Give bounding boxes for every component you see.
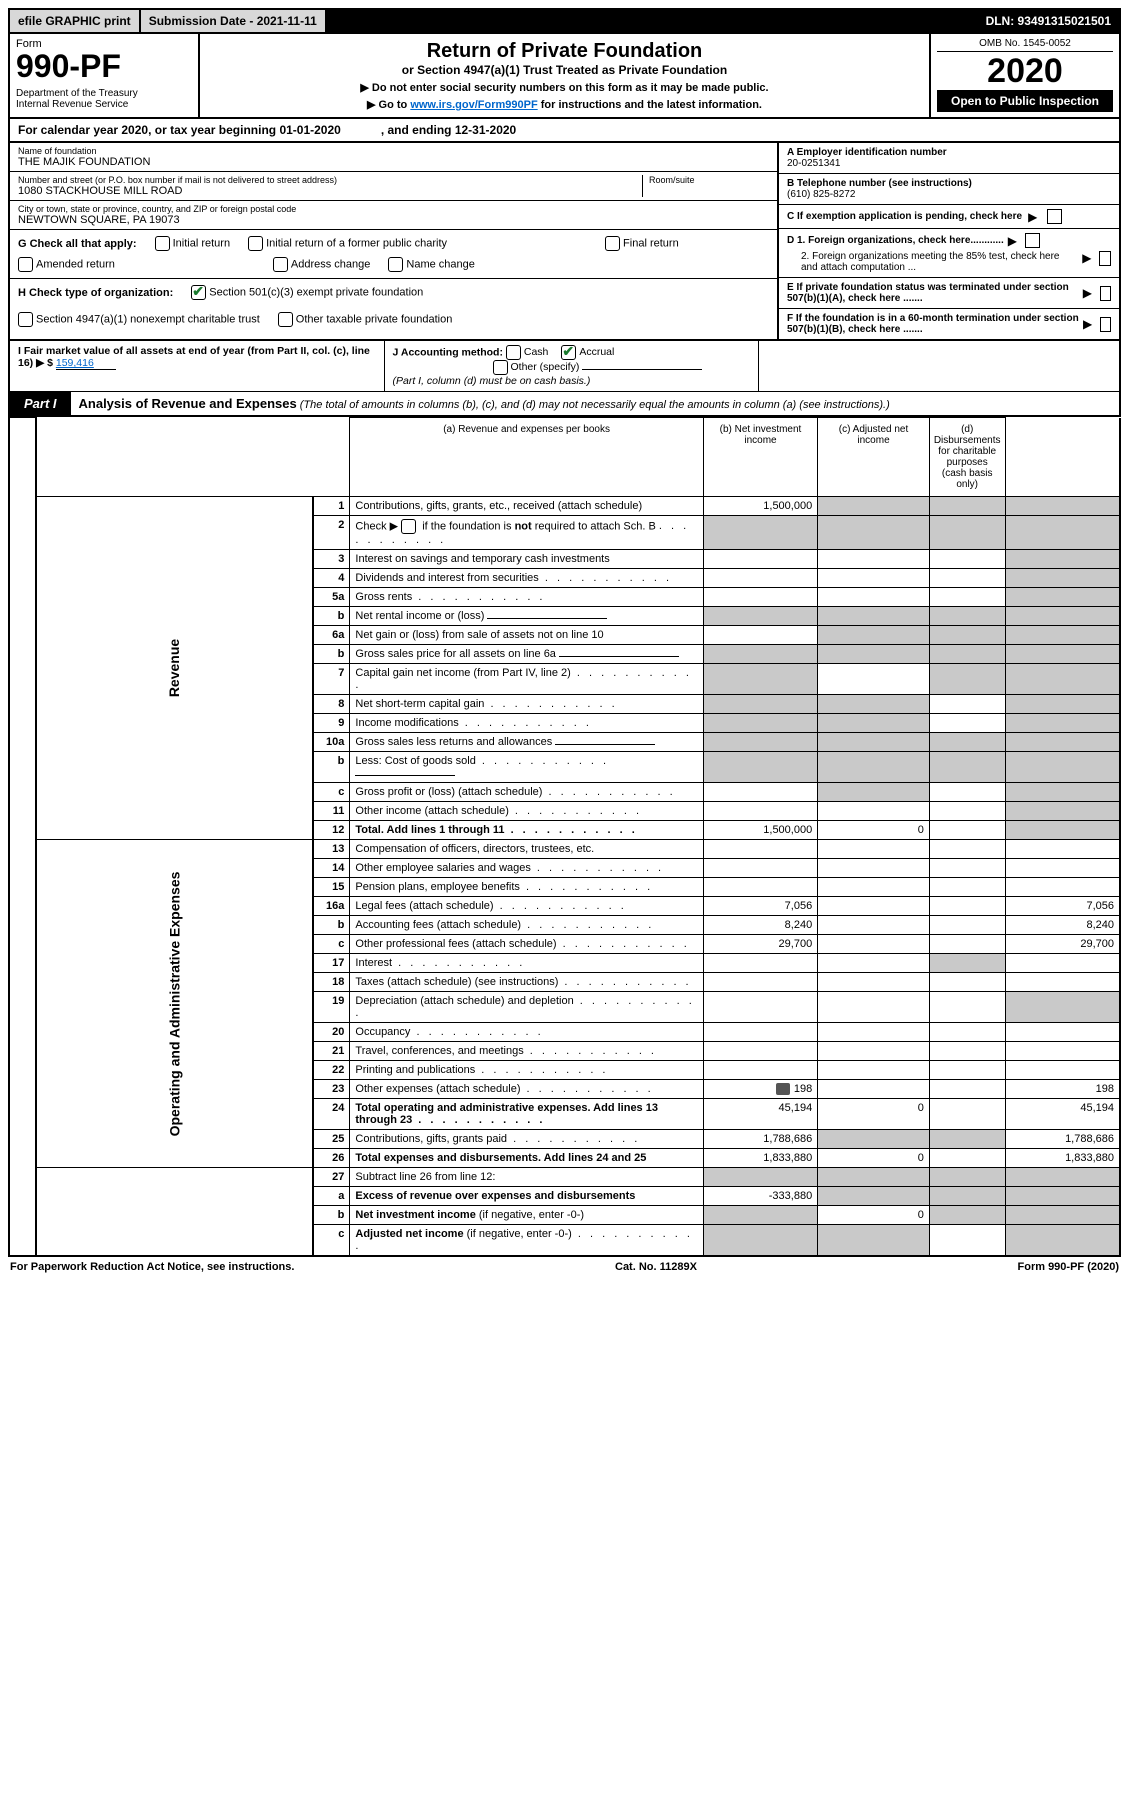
h-row: H Check type of organization: Section 50… [10,279,777,333]
info-section: Name of foundation THE MAJIK FOUNDATION … [8,143,1121,341]
footer: For Paperwork Reduction Act Notice, see … [8,1257,1121,1277]
form-number: 990-PF [16,50,192,82]
submission-date: Submission Date - 2021-11-11 [141,10,327,32]
g-amended[interactable] [18,257,33,272]
irs-link[interactable]: www.irs.gov/Form990PF [410,99,537,111]
g-initial[interactable] [155,236,170,251]
open-public: Open to Public Inspection [937,90,1113,112]
e-check[interactable] [1100,286,1111,301]
col-a: (a) Revenue and expenses per books [350,418,703,497]
footer-right: Form 990-PF (2020) [1018,1261,1120,1273]
col-b: (b) Net investment income [703,418,817,497]
g-row: G Check all that apply: Initial return I… [10,230,777,279]
d1-check[interactable] [1025,233,1040,248]
c-label: C If exemption application is pending, c… [787,211,1022,222]
d2-check[interactable] [1099,251,1111,266]
part-label: Part I [10,392,71,415]
name-label: Name of foundation [18,146,769,156]
note-ssn: ▶ Do not enter social security numbers o… [206,81,923,94]
h-501c3[interactable] [191,285,206,300]
dept: Department of the Treasury Internal Reve… [16,88,192,110]
note-link: ▶ Go to www.irs.gov/Form990PF for instru… [206,98,923,111]
phone: (610) 825-8272 [787,189,1111,200]
h-other-tax[interactable] [278,312,293,327]
room-label: Room/suite [649,175,769,185]
city: NEWTOWN SQUARE, PA 19073 [18,214,769,226]
ein-label: A Employer identification number [787,147,1111,158]
j-accrual[interactable] [561,345,576,360]
form-title: Return of Private Foundation [206,40,923,63]
addr-label: Number and street (or P.O. box number if… [18,175,642,185]
addr: 1080 STACKHOUSE MILL ROAD [18,185,642,197]
j-cash[interactable] [506,345,521,360]
city-label: City or town, state or province, country… [18,204,769,214]
footer-left: For Paperwork Reduction Act Notice, see … [10,1261,294,1273]
c-check[interactable] [1047,209,1062,224]
h-4947[interactable] [18,312,33,327]
f-check[interactable] [1100,317,1111,332]
r2-check[interactable] [401,519,416,534]
g-name[interactable] [388,257,403,272]
attachment-icon[interactable] [776,1083,790,1095]
dln: DLN: 93491315021501 [978,12,1119,30]
main-table: (a) Revenue and expenses per books (b) N… [8,417,1121,1257]
part1-header: Part I Analysis of Revenue and Expenses … [8,392,1121,417]
phone-label: B Telephone number (see instructions) [787,178,1111,189]
form-header: Form 990-PF Department of the Treasury I… [8,34,1121,119]
ein: 20-0251341 [787,158,1111,169]
g-final[interactable] [605,236,620,251]
foundation-name: THE MAJIK FOUNDATION [18,156,769,168]
omb: OMB No. 1545-0052 [937,38,1113,52]
g-initial-former[interactable] [248,236,263,251]
g-address[interactable] [273,257,288,272]
efile-btn[interactable]: efile GRAPHIC print [10,10,141,32]
col-c: (c) Adjusted net income [818,418,930,497]
top-bar: efile GRAPHIC print Submission Date - 20… [8,8,1121,34]
footer-center: Cat. No. 11289X [615,1261,697,1273]
fmv-value[interactable]: 159,416 [56,357,116,370]
form-subtitle: or Section 4947(a)(1) Trust Treated as P… [206,63,923,77]
calendar-year: For calendar year 2020, or tax year begi… [8,119,1121,143]
tax-year: 2020 [937,54,1113,88]
hij-section: I Fair market value of all assets at end… [8,341,1121,392]
j-other[interactable] [493,360,508,375]
col-d: (d) Disbursements for charitable purpose… [929,418,1005,497]
